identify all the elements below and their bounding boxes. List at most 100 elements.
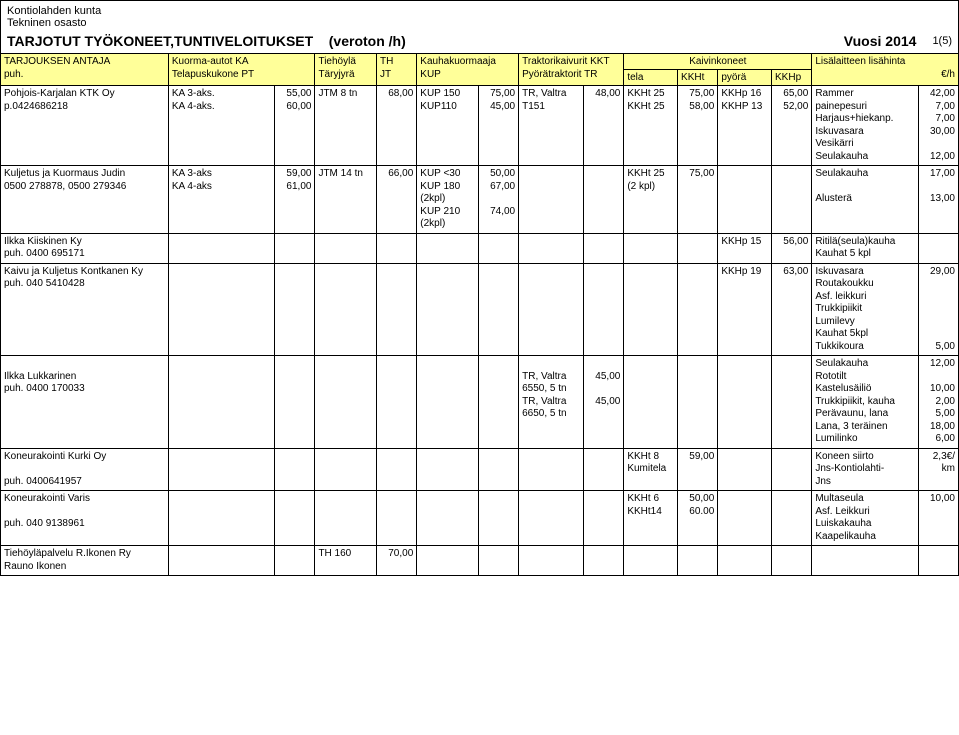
- cell-trk: [519, 546, 584, 576]
- cell-kkhp: [718, 546, 772, 576]
- cell-company: Pohjois-Karjalan KTK Oy p.0424686218: [1, 86, 169, 166]
- cell-company: Koneurakointi Varis puh. 040 9138961: [1, 491, 169, 546]
- cell-kkhp-n: 63,00: [772, 263, 812, 356]
- cell-kkhp-n: [772, 166, 812, 234]
- cell-lisa: Rammer painepesuri Harjaus+hiekanp. Isku…: [812, 86, 918, 166]
- cell-trk-n: 48,00: [584, 86, 624, 166]
- table-row: Pohjois-Karjalan KTK Oy p.0424686218KA 3…: [1, 86, 959, 166]
- org-dept: Tekninen osasto: [7, 17, 952, 29]
- hdr-tela: tela: [624, 70, 678, 86]
- cell-trk: [519, 448, 584, 491]
- cell-company: Koneurakointi Kurki Oy puh. 0400641957: [1, 448, 169, 491]
- cell-trk-n: [584, 166, 624, 234]
- cell-kt-n: [275, 448, 315, 491]
- cell-th-n: 68,00: [377, 86, 417, 166]
- cell-kup-n: [478, 356, 518, 449]
- cell-lisa: Iskuvasara Routakoukku Asf. leikkuri Tru…: [812, 263, 918, 356]
- cell-kkht: KKHt 25 KKHt 25: [624, 86, 678, 166]
- cell-company: Kuljetus ja Kuormaus Judin 0500 278878, …: [1, 166, 169, 234]
- cell-trk: TR, Valtra T151: [519, 86, 584, 166]
- cell-kkhp-n: [772, 356, 812, 449]
- cell-kt: [168, 263, 274, 356]
- cell-kkht-n: 75,00 58,00: [678, 86, 718, 166]
- cell-kt-n: [275, 233, 315, 263]
- cell-kup-n: [478, 491, 518, 546]
- hdr-lisa: Lisälaitteen lisähinta €/h: [812, 54, 959, 86]
- cell-lisa-n: 12,00 10,00 2,00 5,00 18,00 6,00: [918, 356, 958, 449]
- cell-kkhp: [718, 166, 772, 234]
- cell-trk: [519, 263, 584, 356]
- cell-th-n: [377, 233, 417, 263]
- cell-th: JTM 14 tn: [315, 166, 377, 234]
- cell-kt-n: [275, 546, 315, 576]
- cell-kkht: KKHt 25 (2 kpl): [624, 166, 678, 234]
- cell-kkhp-n: [772, 546, 812, 576]
- hdr-trk: Traktorikaivurit KKT Pyörätraktorit TR: [519, 54, 624, 86]
- cell-lisa: Multaseula Asf. Leikkuri Luiskakauha Kaa…: [812, 491, 918, 546]
- cell-kup: [417, 233, 479, 263]
- cell-kkhp: [718, 448, 772, 491]
- cell-kt: [168, 356, 274, 449]
- cell-th: [315, 263, 377, 356]
- table-row: Ilkka Kiiskinen Ky puh. 0400 695171KKHp …: [1, 233, 959, 263]
- cell-kkht-n: [678, 233, 718, 263]
- cell-kt: [168, 546, 274, 576]
- cell-kkht-n: 75,00: [678, 166, 718, 234]
- cell-kup: [417, 491, 479, 546]
- cell-kt-n: [275, 356, 315, 449]
- cell-th-n: 70,00: [377, 546, 417, 576]
- cell-lisa-n: [918, 233, 958, 263]
- cell-kup-n: 50,00 67,00 74,00: [478, 166, 518, 234]
- cell-th: TH 160: [315, 546, 377, 576]
- title-page: 1(5): [932, 35, 952, 47]
- cell-kup-n: [478, 263, 518, 356]
- table-row: Koneurakointi Varis puh. 040 9138961KKHt…: [1, 491, 959, 546]
- cell-th: [315, 233, 377, 263]
- cell-kup-n: [478, 546, 518, 576]
- cell-kup: [417, 356, 479, 449]
- cell-lisa: Seulakauha Rototilt Kastelusäiliö Trukki…: [812, 356, 918, 449]
- cell-trk-n: 45,00 45,00: [584, 356, 624, 449]
- cell-kt-n: [275, 491, 315, 546]
- page-title-paren: (veroton /h): [329, 33, 406, 49]
- cell-lisa-n: 29,00 5,00: [918, 263, 958, 356]
- cell-kup-n: 75,00 45,00: [478, 86, 518, 166]
- cell-kkhp: KKHp 16 KKHP 13: [718, 86, 772, 166]
- hdr-kkht: KKHt: [678, 70, 718, 86]
- table-row: Kuljetus ja Kuormaus Judin 0500 278878, …: [1, 166, 959, 234]
- cell-kkht: [624, 263, 678, 356]
- cell-th-n: [377, 448, 417, 491]
- cell-kkht: [624, 233, 678, 263]
- cell-lisa-n: 42,00 7,00 7,00 30,00 12,00: [918, 86, 958, 166]
- cell-trk: TR, Valtra 6550, 5 tn TR, Valtra 6650, 5…: [519, 356, 584, 449]
- cell-kup-n: [478, 233, 518, 263]
- org-name: Kontiolahden kunta: [7, 5, 952, 17]
- hdr-kup: Kauhakuormaaja KUP: [417, 54, 519, 86]
- cell-kkhp: KKHp 15: [718, 233, 772, 263]
- cell-kkhp: KKHp 19: [718, 263, 772, 356]
- cell-kt-n: 59,00 61,00: [275, 166, 315, 234]
- cell-trk-n: [584, 546, 624, 576]
- cell-kup: [417, 263, 479, 356]
- cell-kt: [168, 233, 274, 263]
- table-row: Tiehöyläpalvelu R.Ikonen Ry Rauno Ikonen…: [1, 546, 959, 576]
- cell-trk-n: [584, 233, 624, 263]
- cell-kkht-n: [678, 546, 718, 576]
- cell-company: Ilkka Lukkarinen puh. 0400 170033: [1, 356, 169, 449]
- cell-th: [315, 448, 377, 491]
- cell-lisa-n: 17,00 13,00: [918, 166, 958, 234]
- cell-trk-n: [584, 491, 624, 546]
- cell-lisa: Koneen siirto Jns-Kontiolahti- Jns: [812, 448, 918, 491]
- cell-kt-n: [275, 263, 315, 356]
- cell-kup: KUP 150 KUP110: [417, 86, 479, 166]
- cell-company: Tiehöyläpalvelu R.Ikonen Ry Rauno Ikonen: [1, 546, 169, 576]
- cell-kkht-n: [678, 356, 718, 449]
- cell-kkhp-n: 65,00 52,00: [772, 86, 812, 166]
- cell-kup: [417, 546, 479, 576]
- cell-kkht: KKHt 8 Kumitela: [624, 448, 678, 491]
- hdr-th-code: TH JT: [377, 54, 417, 86]
- hdr-company: TARJOUKSEN ANTAJA puh.: [1, 54, 169, 86]
- cell-kkhp-n: [772, 448, 812, 491]
- cell-kkhp-n: [772, 491, 812, 546]
- cell-kup: [417, 448, 479, 491]
